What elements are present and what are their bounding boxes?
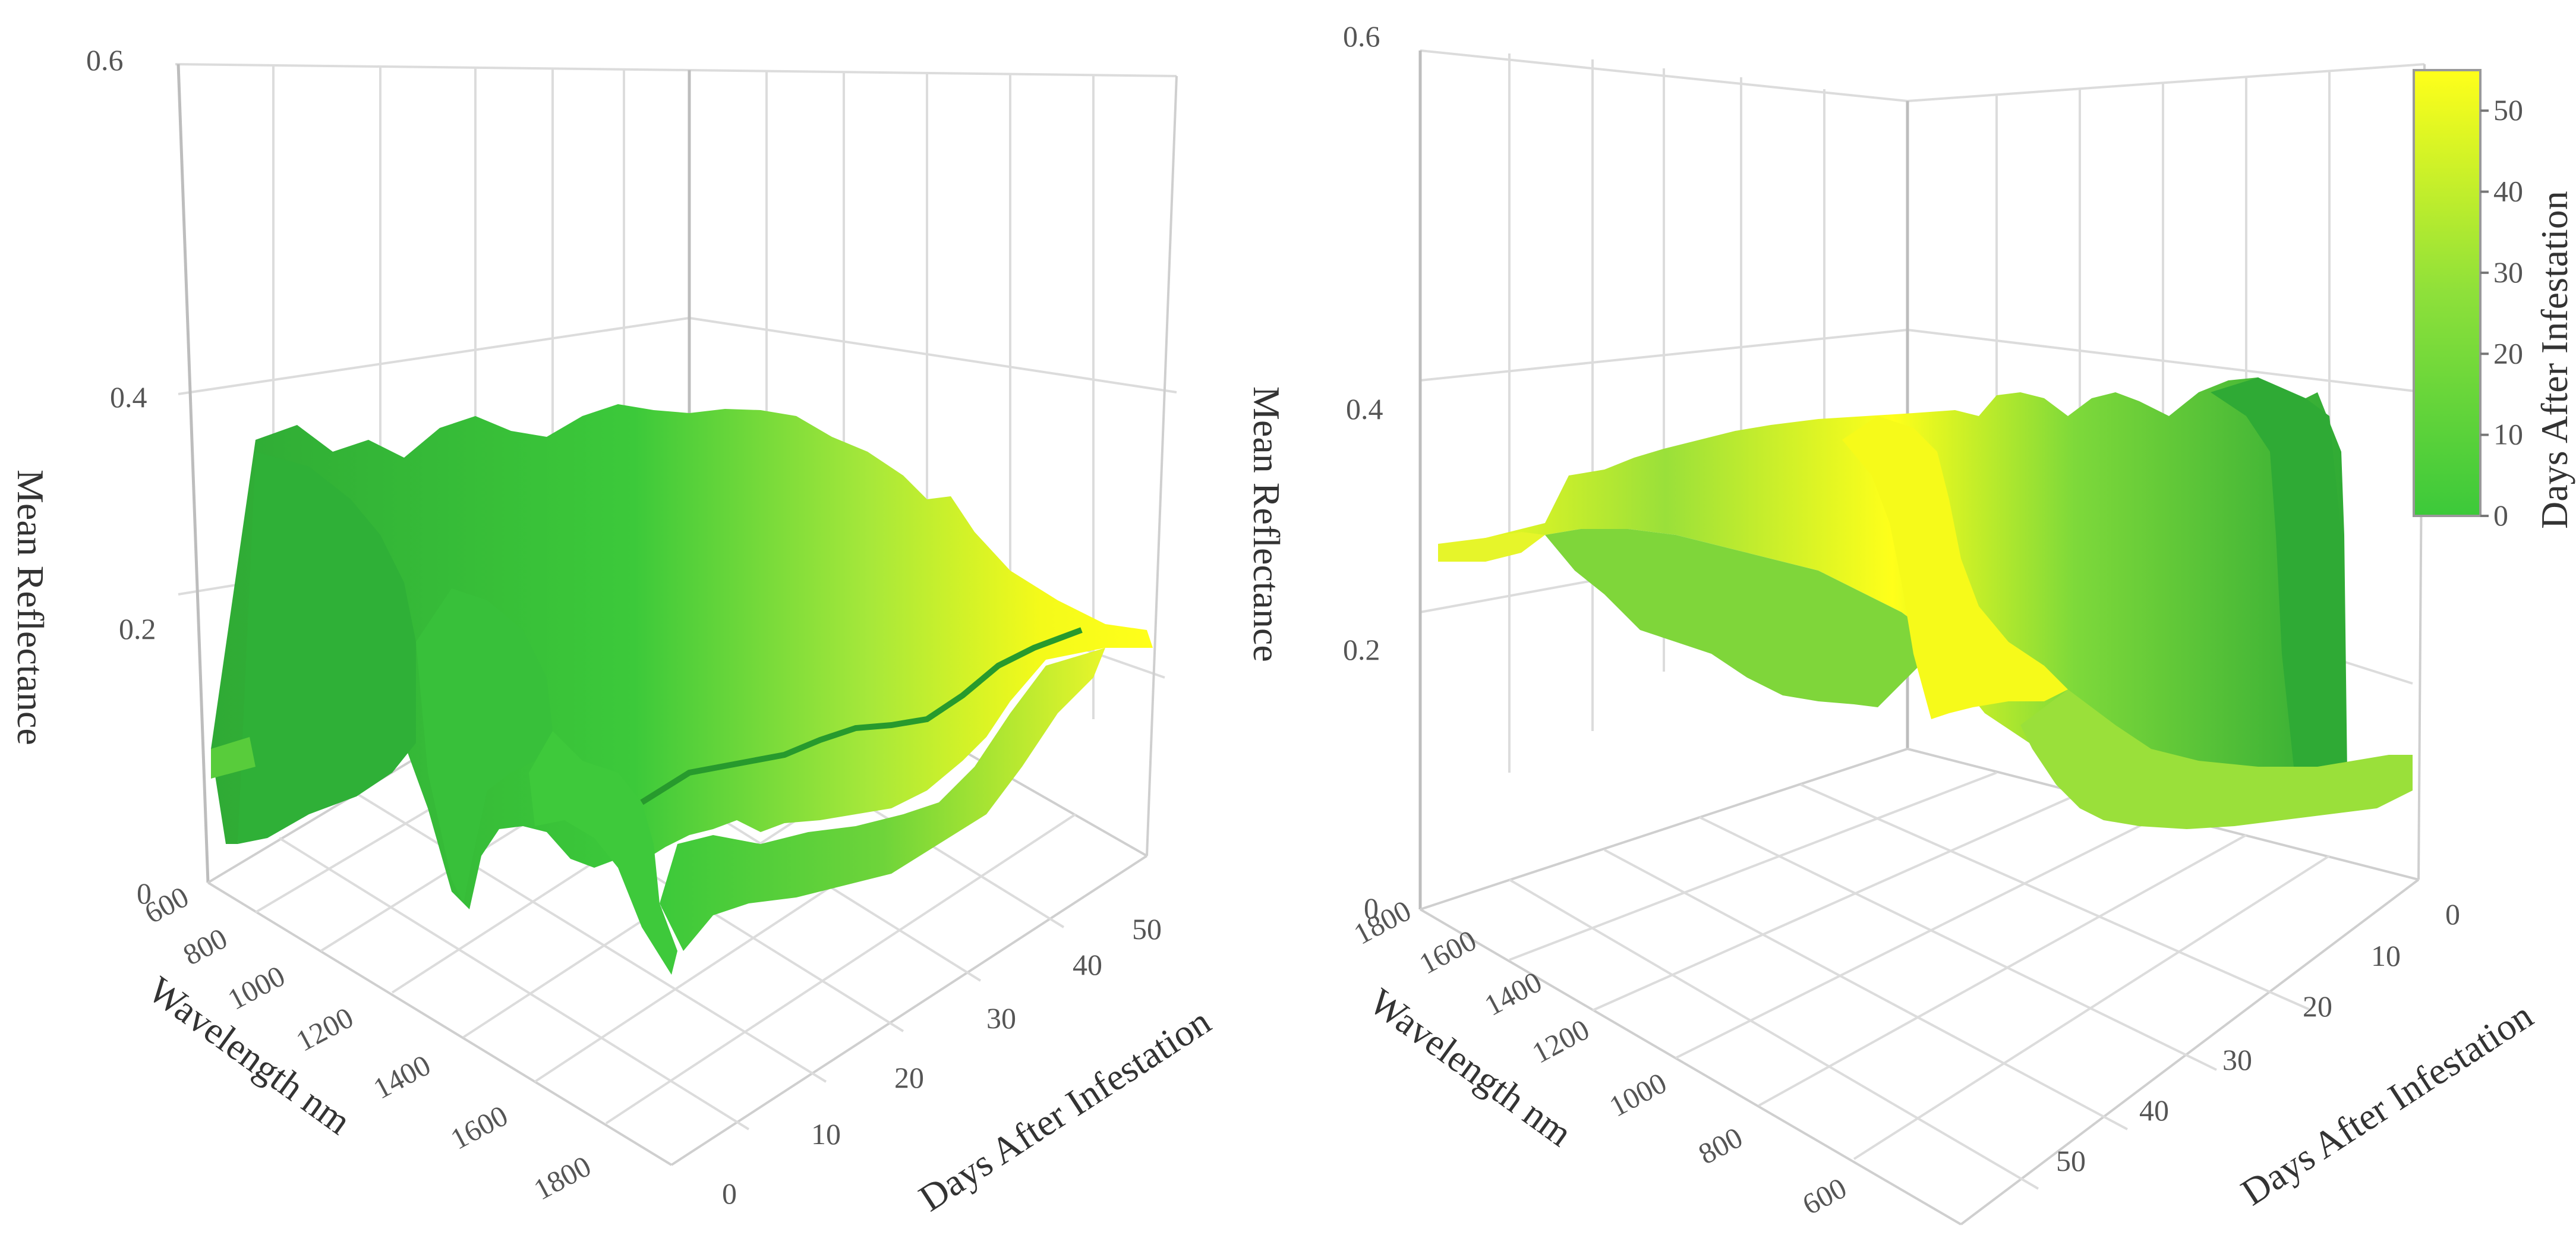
left-surface	[211, 404, 1153, 975]
colorbar: 0 10 20 30 40 50 Days After Infestation	[2413, 69, 2575, 532]
right-y-tick: 10	[2371, 939, 2401, 972]
left-y-tick: 20	[894, 1061, 924, 1094]
right-y-ticks: 0 10 20 30 40 50	[2056, 897, 2460, 1177]
left-x-tick: 1600	[445, 1098, 513, 1155]
right-surface-left-tail	[1438, 532, 1545, 562]
right-surface-yellow-fold	[1842, 416, 2068, 719]
left-surface-front-band-4	[660, 648, 1105, 951]
colorbar-tick-label: 20	[2493, 336, 2523, 370]
left-x-tick: 1200	[291, 1000, 359, 1057]
right-y-tick: 0	[2445, 897, 2460, 931]
right-x-tick: 1400	[1479, 965, 1547, 1022]
right-x-ticks: 1800 1600 1400 1200 1000 800 600	[1348, 893, 1852, 1221]
left-y-tick: 50	[1132, 912, 1162, 946]
right-z-tick: 0.2	[1343, 633, 1380, 666]
right-x-axis-title: Wavelength nm	[1362, 980, 1580, 1155]
left-x-tick: 1400	[368, 1048, 436, 1105]
left-y-tick: 30	[986, 1001, 1016, 1035]
right-x-tick: 1600	[1414, 923, 1482, 980]
colorbar-title: Days After Infestation	[2533, 191, 2575, 529]
colorbar-tick-label: 0	[2493, 499, 2508, 532]
left-z-tick: 0.4	[110, 380, 147, 414]
right-z-tick: 0.4	[1346, 392, 1383, 426]
left-surface-ridge-line	[640, 627, 1083, 805]
colorbar-tick-label: 30	[2493, 256, 2523, 289]
left-surface-left-tail	[211, 737, 256, 779]
colorbar-tick-label: 50	[2493, 93, 2523, 127]
right-x-tick: 1200	[1527, 1012, 1595, 1069]
right-surface-floor-strip	[2020, 689, 2413, 829]
right-surface	[1438, 377, 2413, 829]
left-y-axis-title: Days After Infestation	[912, 1000, 1218, 1219]
right-surface-left-face	[1545, 529, 1931, 707]
colorbar-ticks: 0 10 20 30 40 50	[2480, 93, 2523, 532]
right-surface-dark-band	[2211, 377, 2347, 773]
left-surface-front-band-2	[416, 588, 553, 903]
right-surface-top	[1438, 377, 2347, 785]
colorbar-gradient	[2413, 69, 2482, 517]
right-x-tick: 800	[1693, 1120, 1748, 1171]
left-z-ticks: 0.6 0.4 0.2 0	[86, 43, 156, 910]
colorbar-tick-label: 40	[2493, 175, 2523, 208]
left-z-tick: 0.2	[119, 612, 156, 645]
left-y-tick: 0	[722, 1177, 737, 1210]
right-y-tick: 50	[2056, 1144, 2086, 1177]
left-y-tick: 10	[811, 1117, 841, 1151]
left-z-axis-title: Mean Reflectance	[10, 470, 52, 745]
right-x-tick: 1800	[1348, 893, 1417, 950]
right-z-tick: 0.6	[1343, 20, 1380, 53]
right-x-tick: 600	[1797, 1171, 1852, 1221]
left-y-tick: 40	[1073, 948, 1102, 981]
right-y-tick: 30	[2222, 1043, 2252, 1076]
right-z-tick: 0	[1364, 892, 1379, 925]
right-floor	[1419, 748, 2420, 1226]
left-surface-front-band-3	[529, 731, 677, 975]
left-surface-front-band-1	[238, 452, 416, 844]
left-x-tick: 1000	[222, 959, 291, 1016]
right-panel: 0.6 0.4 0.2 0 Mean Reflectance 1800 1600…	[1246, 20, 2575, 1226]
right-y-tick: 40	[2139, 1094, 2169, 1127]
right-y-tick: 20	[2303, 990, 2332, 1023]
right-z-ticks: 0.6 0.4 0.2 0	[1343, 20, 1383, 925]
colorbar-tick-label: 10	[2493, 418, 2523, 451]
left-z-tick: 0	[137, 877, 152, 910]
right-z-axis-title: Mean Reflectance	[1246, 386, 1288, 662]
left-y-ticks: 0 10 20 30 40 50	[722, 912, 1162, 1210]
left-panel: 0.6 0.4 0.2 0 Mean Reflectance 600 800 1…	[10, 43, 1218, 1220]
left-x-tick: 1800	[528, 1149, 597, 1206]
left-x-tick: 800	[178, 921, 233, 972]
right-x-tick: 1000	[1604, 1066, 1672, 1123]
right-y-axis-title: Days After Infestation	[2234, 994, 2540, 1213]
left-z-tick: 0.6	[86, 43, 124, 77]
